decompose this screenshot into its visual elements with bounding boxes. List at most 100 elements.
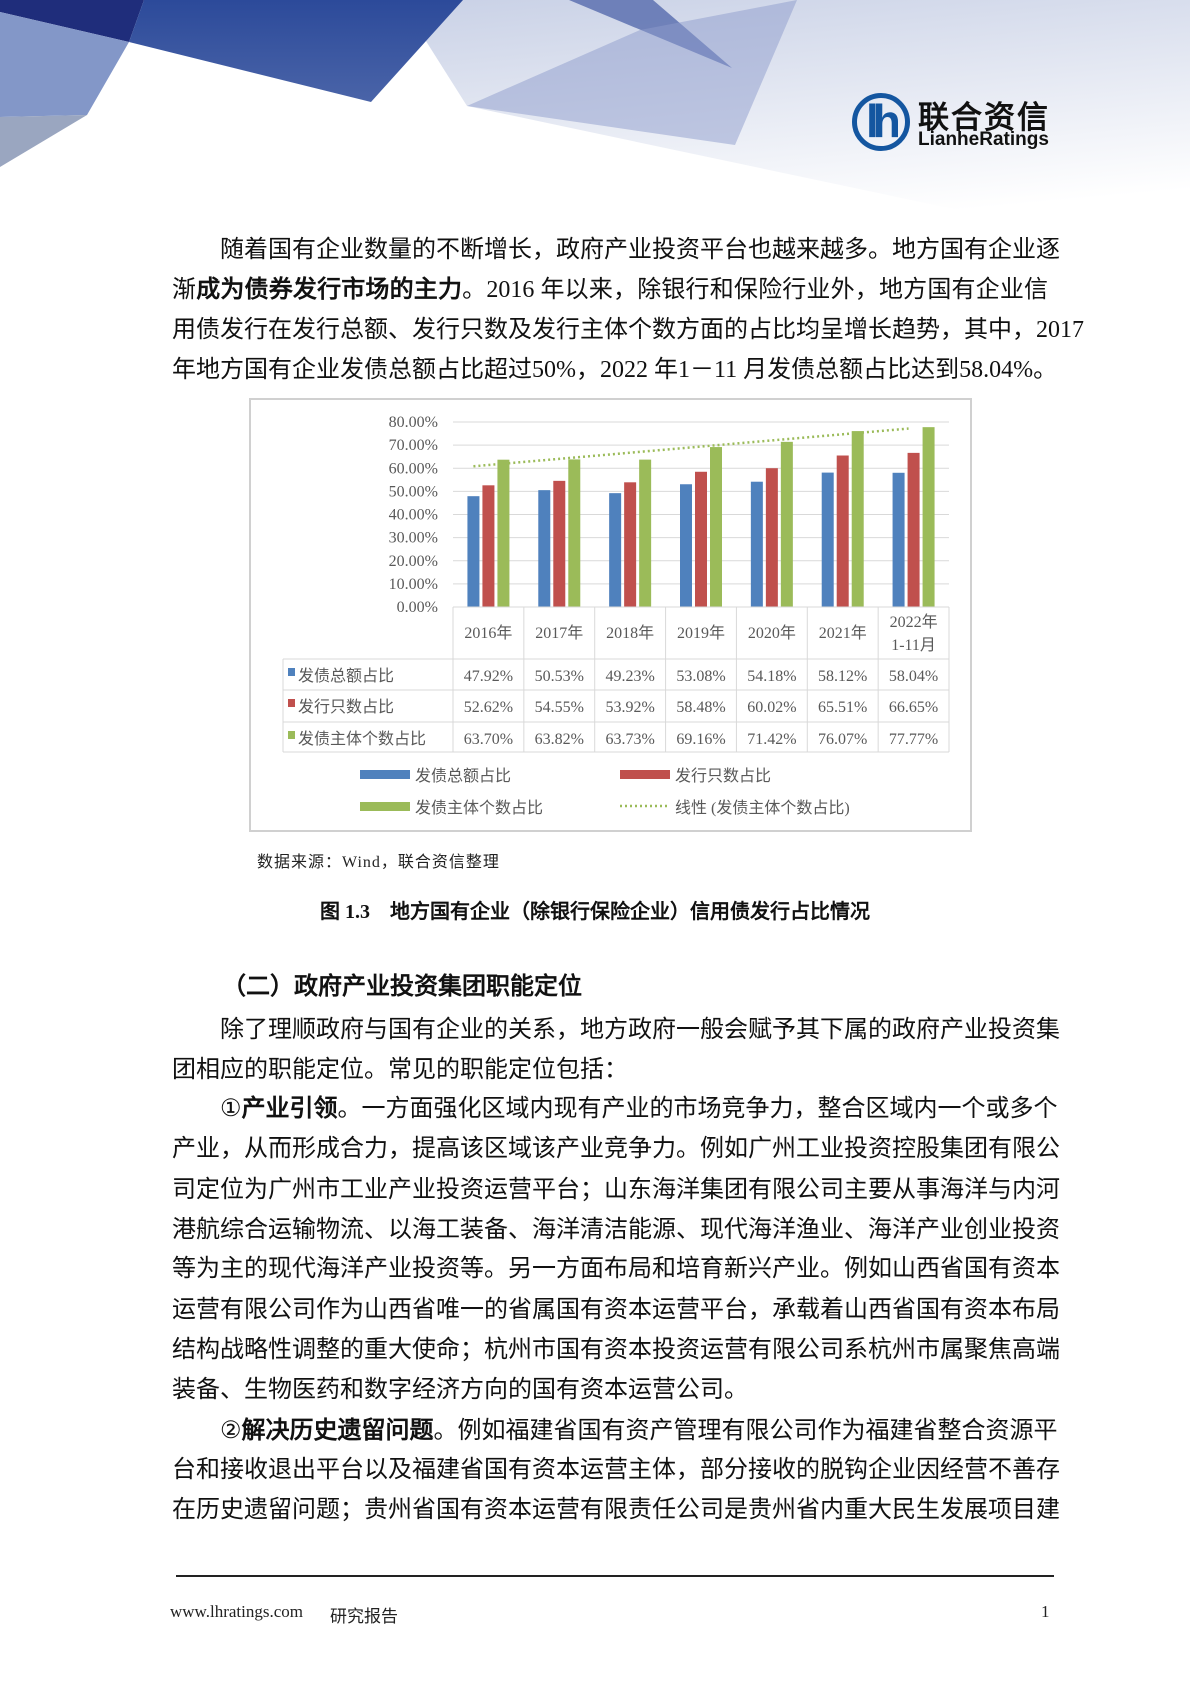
legend-label: 发债主体个数占比 [415, 799, 543, 817]
data-label: 49.23% [605, 668, 654, 685]
series-row-label: 发债主体个数占比 [298, 730, 426, 748]
category-label: 2016年 [464, 624, 512, 642]
data-label: 60.02% [747, 699, 796, 716]
logo-icon [852, 93, 910, 151]
legend-swatch [360, 770, 410, 779]
category-label: 2018年 [606, 624, 654, 642]
text-run: ① [220, 1096, 242, 1122]
y-tick-label: 60.00% [389, 460, 438, 477]
paragraph-line: 装备、生物医药和数字经济方向的国有资本运营公司。 [172, 1374, 1048, 1406]
text-run: 在历史遗留问题；贵州省国有资本运营有限责任公司是贵州省内重大民生发展项目建 [172, 1497, 1060, 1523]
text-run: ② [220, 1418, 242, 1444]
text-run: 等为主的现代海洋产业投资等。另一方面布局和培育新兴产业。例如山西省国有资本 [172, 1256, 1060, 1282]
text-run: 团相应的职能定位。常见的职能定位包括： [172, 1057, 628, 1083]
bar [750, 481, 763, 607]
paragraph-line: 除了理顺政府与国有企业的关系，地方政府一般会赋予其下属的政府产业投资集 [220, 1014, 1060, 1046]
logo-mark: lh [866, 95, 901, 147]
paragraph-line: 年地方国有企业发债总额占比超过50%，2022 年1－11 月发债总额占比达到5… [172, 354, 1057, 386]
figure-source: 数据来源：Wind，联合资信整理 [257, 854, 500, 871]
data-label: 53.92% [605, 699, 654, 716]
bar [568, 459, 581, 607]
figure-caption: 图 1.3 地方国有企业（除银行保险企业）信用债发行占比情况 [320, 901, 870, 923]
bar [497, 459, 510, 607]
data-label: 58.04% [889, 668, 938, 685]
bar [695, 471, 707, 607]
legend-swatch [360, 802, 410, 811]
data-label: 71.42% [747, 731, 796, 748]
bar [639, 459, 652, 607]
footer-divider [176, 1575, 1054, 1577]
bar [624, 482, 637, 607]
data-label: 54.18% [747, 668, 796, 685]
data-label: 50.53% [535, 668, 584, 685]
data-label: 66.65% [889, 699, 938, 716]
category-label: 2017年 [535, 624, 583, 642]
y-tick-label: 30.00% [389, 530, 438, 547]
bar [780, 441, 793, 607]
bold-phrase: 产业引领 [241, 1096, 338, 1122]
data-label: 76.07% [818, 731, 867, 748]
text-run: 年地方国有企业发债总额占比超过50%，2022 年1－11 月发债总额占比达到5… [172, 357, 1058, 383]
series-row-label: 发行只数占比 [298, 698, 394, 716]
paragraph-line: 在历史遗留问题；贵州省国有资本运营有限责任公司是贵州省内重大民生发展项目建 [172, 1494, 1060, 1526]
y-tick-label: 80.00% [389, 414, 438, 431]
y-tick-label: 70.00% [389, 437, 438, 454]
data-label: 69.16% [676, 731, 725, 748]
text-run: 运营有限公司作为山西省唯一的省属国有资本运营平台，承载着山西省国有资本布局 [172, 1297, 1060, 1323]
text-run: 产业，从而形成合力，提高该区域该产业竞争力。例如广州工业投资控股集团有限公 [172, 1136, 1060, 1162]
paragraph-line: 结构战略性调整的重大使命；杭州市国有资本投资运营有限公司系杭州市属聚焦高端 [172, 1334, 1060, 1366]
paragraph-line: 港航综合运输物流、以海工装备、海洋清洁能源、现代海洋渔业、海洋产业创业投资 [172, 1214, 1060, 1246]
category-label: 2022年 1-11月 [890, 613, 938, 654]
footer-doc-type: 研究报告 [330, 1607, 398, 1626]
text-run: 结构战略性调整的重大使命；杭州市国有资本投资运营有限公司系杭州市属聚焦高端 [172, 1337, 1060, 1363]
legend-key-1 [288, 699, 295, 707]
data-label: 77.77% [889, 731, 938, 748]
bar [710, 447, 722, 607]
y-tick-label: 40.00% [389, 507, 438, 524]
data-label: 63.73% [605, 731, 654, 748]
bar [482, 485, 495, 607]
data-label: 65.51% [818, 699, 867, 716]
text-run: 司定位为广州市工业产业投资运营平台；山东海洋集团有限公司主要从事海洋与内河 [172, 1177, 1060, 1203]
text-run: 用债发行在发行总额、发行只数及发行主体个数方面的占比均呈增长趋势，其中，2017 [172, 317, 1084, 343]
text-run: 除了理顺政府与国有企业的关系，地方政府一般会赋予其下属的政府产业投资集 [220, 1017, 1060, 1043]
data-label: 58.48% [676, 699, 725, 716]
paragraph-line: ①产业引领。一方面强化区域内现有产业的市场竞争力，整合区域内一个或多个 [220, 1093, 1058, 1125]
text-run: 港航综合运输物流、以海工装备、海洋清洁能源、现代海洋渔业、海洋产业创业投资 [172, 1217, 1060, 1243]
bar [922, 427, 935, 607]
paragraph-line: 渐成为债券发行市场的主力。2016 年以来，除银行和保险行业外，地方国有企业信 [172, 274, 1048, 306]
paragraph-line: 团相应的职能定位。常见的职能定位包括： [172, 1054, 1048, 1086]
bar [609, 493, 622, 607]
paragraph-line: 司定位为广州市工业产业投资运营平台；山东海洋集团有限公司主要从事海洋与内河 [172, 1174, 1060, 1206]
header-decoration [0, 0, 1190, 240]
paragraph-line: 用债发行在发行总额、发行只数及发行主体个数方面的占比均呈增长趋势，其中，2017 [172, 314, 1084, 346]
bold-phrase: 成为债券发行市场的主力 [196, 277, 463, 303]
legend-label: 发行只数占比 [675, 767, 771, 785]
y-tick-label: 50.00% [389, 483, 438, 500]
text-run: 台和接收退出平台以及福建省国有资本运营主体，部分接收的脱钩企业因经营不善存 [172, 1457, 1060, 1483]
legend-label: 线性 (发债主体个数占比) [675, 799, 850, 817]
text-run: 。例如福建省国有资产管理有限公司作为福建省整合资源平 [433, 1418, 1058, 1444]
paragraph-line: 产业，从而形成合力，提高该区域该产业竞争力。例如广州工业投资控股集团有限公 [172, 1133, 1060, 1165]
logo-chinese-name: 联合资信 [918, 100, 1050, 135]
y-tick-label: 0.00% [397, 599, 438, 616]
data-label: 52.62% [464, 699, 513, 716]
bar [836, 455, 849, 607]
data-label: 47.92% [464, 668, 513, 685]
category-label: 2021年 [819, 624, 867, 642]
logo-english-name: LianheRatings [918, 129, 1049, 150]
legend-key-0 [288, 668, 295, 676]
bar [553, 480, 566, 607]
bar [907, 452, 920, 607]
paragraph-line: 台和接收退出平台以及福建省国有资本运营主体，部分接收的脱钩企业因经营不善存 [172, 1454, 1060, 1486]
bar [765, 468, 778, 607]
text-run: 装备、生物医药和数字经济方向的国有资本运营公司。 [172, 1377, 748, 1403]
paragraph-line: 随着国有企业数量的不断增长，政府产业投资平台也越来越多。地方国有企业逐 [220, 234, 1060, 266]
legend-key-2 [288, 731, 295, 739]
bar [538, 490, 551, 607]
text-run: 。2016 年以来，除银行和保险行业外，地方国有企业信 [462, 277, 1049, 303]
page-number: 1 [1041, 1602, 1050, 1621]
bar [892, 472, 905, 607]
legend-swatch [620, 770, 670, 779]
footer-site-link[interactable]: www.lhratings.com [170, 1602, 303, 1621]
